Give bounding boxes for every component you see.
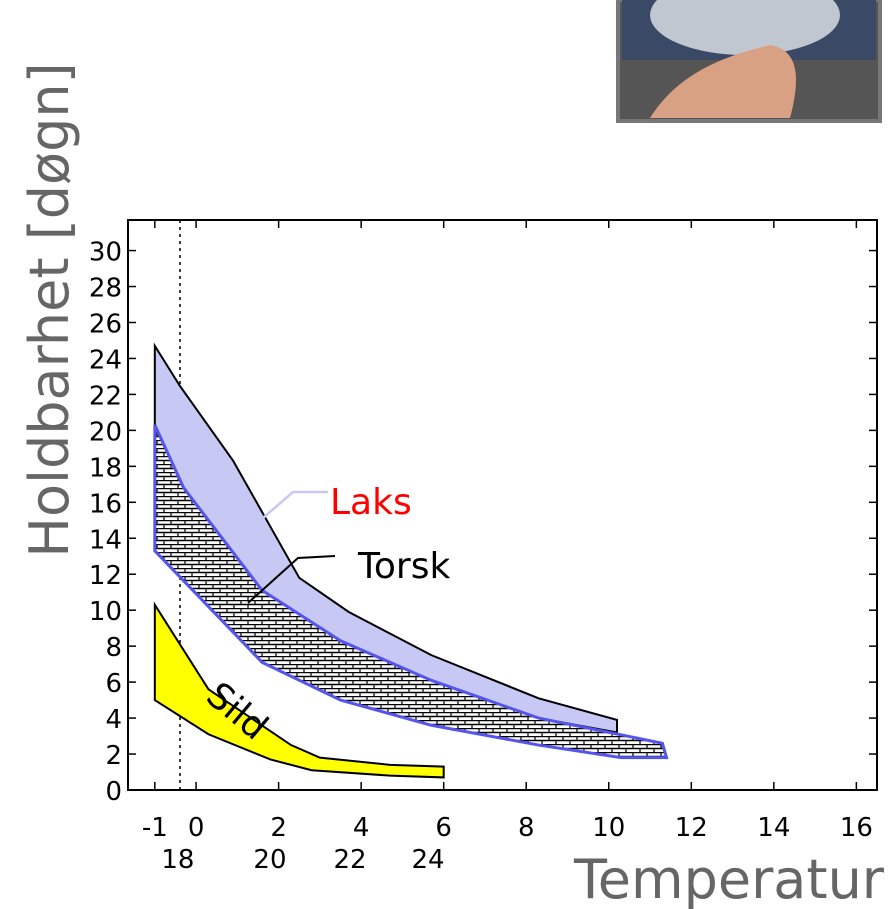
y-tick-label: 16 <box>89 489 122 519</box>
y-tick-label: 28 <box>89 274 122 304</box>
y-tick-label: 0 <box>105 777 122 807</box>
y-tick-label: 24 <box>89 345 122 375</box>
x-tick-label: 0 <box>188 813 205 843</box>
band <box>153 601 445 779</box>
series-label: Torsk <box>357 546 450 587</box>
y-tick-label: 8 <box>105 633 122 663</box>
y-tick-label: 20 <box>89 417 122 447</box>
x2-tick-label: 22 <box>333 845 366 875</box>
y-tick-label: 10 <box>89 597 122 627</box>
y-tick-label: 14 <box>89 525 122 555</box>
leader-line <box>254 490 328 526</box>
photo <box>616 0 882 123</box>
series-label: Laks <box>330 482 412 523</box>
y-tick-label: 18 <box>89 453 122 483</box>
y-tick-label: 2 <box>105 741 122 771</box>
y-tick-label: 26 <box>89 309 122 339</box>
x-tick-label: 16 <box>840 813 873 843</box>
x-tick-label: 2 <box>270 813 287 843</box>
x-tick-label: 10 <box>592 813 625 843</box>
band <box>153 424 669 760</box>
x-tick-label: -1 <box>142 813 168 843</box>
x2-tick-label: 20 <box>253 845 286 875</box>
x-tick-label: 14 <box>757 813 790 843</box>
x-axis-title: Temperatur <box>573 848 885 909</box>
y-tick-label: 12 <box>89 561 122 591</box>
x-tick-label: 8 <box>518 813 535 843</box>
y-tick-label: 30 <box>89 238 122 268</box>
leader-line <box>247 555 336 604</box>
y-axis-title: Holdbarhet [døgn] <box>18 62 81 557</box>
x2-tick-label: 24 <box>411 845 444 875</box>
x2-tick-label: 18 <box>161 845 194 875</box>
y-tick-label: 4 <box>105 705 122 735</box>
x-tick-label: 6 <box>435 813 452 843</box>
x-tick-label: 12 <box>675 813 708 843</box>
x-tick-label: 4 <box>353 813 370 843</box>
y-tick-label: 22 <box>89 381 122 411</box>
plot-frame <box>127 219 878 791</box>
y-tick-label: 6 <box>105 669 122 699</box>
